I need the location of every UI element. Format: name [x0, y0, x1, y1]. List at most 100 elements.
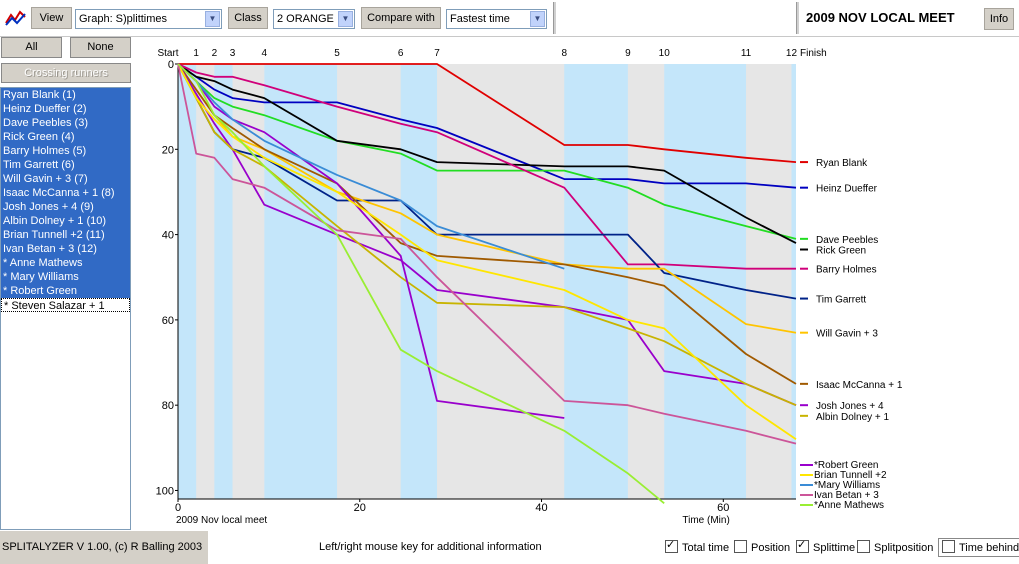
runner-list-item[interactable]: Rick Green (4): [1, 130, 130, 144]
legend-entry: *Mary Williams: [814, 480, 880, 491]
option-splittime[interactable]: Splittime: [796, 538, 856, 555]
end-label[interactable]: Albin Dolney + 1: [816, 412, 890, 423]
split-chart[interactable]: 0 20 40 60 80 100 0 20 40 60 Start 1 2 3 4 5 6 7 8 9 10 11 12 F…: [138, 37, 1019, 531]
legend-entry: Ivan Betan + 3: [814, 490, 879, 501]
control-label: 8: [561, 48, 567, 59]
option-position[interactable]: Position: [734, 540, 790, 555]
x-tick-label: 60: [717, 502, 729, 514]
end-label[interactable]: Heinz Dueffer: [816, 184, 878, 195]
view-select[interactable]: Graph: S)plittimes ▼: [75, 9, 222, 29]
runner-list-item[interactable]: Ivan Betan + 3 (12): [1, 242, 130, 256]
series-line-mary-williams[interactable]: [177, 63, 565, 270]
leg-band: [178, 64, 197, 499]
checkbox-icon[interactable]: [857, 540, 870, 553]
runner-list-item[interactable]: Brian Tunnell +2 (11): [1, 228, 130, 242]
y-tick-label: 0: [168, 59, 174, 71]
y-tick-label: 40: [162, 230, 174, 242]
control-label: 4: [262, 48, 268, 59]
series-line-barry-holmes[interactable]: [177, 63, 796, 270]
y-tick-label: 60: [162, 315, 174, 327]
runner-list-item[interactable]: Josh Jones + 4 (9): [1, 200, 130, 214]
series-line-ryan-blank[interactable]: [178, 63, 797, 163]
option-label: Total time: [682, 542, 730, 554]
leg-band: [791, 64, 796, 499]
series-line-dave-peebles[interactable]: [177, 63, 797, 240]
control-label: 6: [398, 48, 404, 59]
crossing-runners-button[interactable]: Crossing runners: [1, 63, 131, 83]
view-button[interactable]: View: [31, 7, 72, 29]
y-tick-label: 100: [156, 485, 174, 497]
runner-list-item[interactable]: Heinz Dueffer (2): [1, 102, 130, 116]
option-time-behind[interactable]: Time behind: [938, 538, 1019, 557]
checkbox-icon[interactable]: [796, 538, 809, 553]
option-splitposition[interactable]: Splitposition: [857, 540, 933, 555]
series-line-anne-mathews[interactable]: [177, 63, 665, 504]
control-label: 12: [786, 48, 798, 59]
toolbar-separator: [796, 2, 799, 34]
compare-select[interactable]: Fastest time ▼: [446, 9, 547, 29]
end-label[interactable]: Will Gavin + 3: [816, 329, 878, 340]
series-line-heinz-dueffer[interactable]: [177, 63, 797, 189]
series-line-robert-green[interactable]: [177, 63, 565, 419]
series-line-albin-dolney-1[interactable]: [177, 63, 797, 407]
runner-list-item[interactable]: Barry Holmes (5): [1, 144, 130, 158]
end-label[interactable]: Rick Green: [816, 246, 866, 257]
end-label[interactable]: Isaac McCanna + 1: [816, 380, 903, 391]
checkbox-icon[interactable]: [665, 538, 678, 553]
runner-list-item[interactable]: Albin Dolney + 1 (10): [1, 214, 130, 228]
x-axis-label: Time (Min): [682, 515, 729, 526]
control-label: Finish: [800, 48, 827, 59]
runner-list-item[interactable]: Will Gavin + 3 (7): [1, 172, 130, 186]
series-line-ivan-betan-3[interactable]: [177, 63, 797, 445]
end-label[interactable]: Josh Jones + 4: [816, 401, 884, 412]
chevron-down-icon[interactable]: ▼: [338, 11, 353, 27]
x-tick-label: 20: [354, 502, 366, 514]
option-label: Position: [751, 542, 791, 554]
end-label[interactable]: Tim Garrett: [816, 295, 866, 306]
chevron-down-icon[interactable]: ▼: [205, 11, 220, 27]
chevron-down-icon[interactable]: ▼: [530, 11, 545, 27]
version-text: SPLITALYZER V 1.00, (c) R Balling 2003: [0, 531, 208, 564]
compare-button[interactable]: Compare with: [361, 7, 441, 29]
class-select-value: 2 ORANGE: [277, 13, 334, 25]
y-tick-label: 80: [162, 400, 174, 412]
checkbox-icon[interactable]: [942, 540, 955, 553]
end-label[interactable]: Ryan Blank: [816, 158, 868, 169]
leg-band: [564, 64, 628, 499]
option-total-time[interactable]: Total time: [665, 538, 730, 555]
control-label: 10: [659, 48, 671, 59]
end-label[interactable]: Dave Peebles: [816, 235, 878, 246]
class-button[interactable]: Class: [228, 7, 268, 29]
x-tick-label: 40: [535, 502, 547, 514]
select-all-button[interactable]: All: [1, 37, 62, 58]
option-label: Time behind: [959, 542, 1019, 554]
end-label[interactable]: Barry Holmes: [816, 265, 877, 276]
runner-list-item[interactable]: * Steven Salazar + 1: [1, 298, 130, 312]
series-line-brian-tunnell-2[interactable]: [177, 63, 797, 441]
runner-list-item[interactable]: * Anne Mathews: [1, 256, 130, 270]
runner-list-item[interactable]: Isaac McCanna + 1 (8): [1, 186, 130, 200]
app-logo-icon: [5, 9, 27, 30]
series-line-josh-jones-4[interactable]: [177, 63, 797, 407]
class-select[interactable]: 2 ORANGE ▼: [273, 9, 355, 29]
runner-list-item[interactable]: Ryan Blank (1): [1, 88, 130, 102]
info-button[interactable]: Info: [984, 8, 1014, 30]
option-label: Splitposition: [874, 542, 934, 554]
runner-list-item[interactable]: * Mary Williams: [1, 270, 130, 284]
option-label: Splittime: [813, 542, 856, 554]
control-label: 3: [230, 48, 236, 59]
control-label: 5: [334, 48, 340, 59]
hint-text: Left/right mouse key for additional info…: [319, 541, 542, 553]
runner-list[interactable]: Ryan Blank (1) Heinz Dueffer (2) Dave Peeb…: [0, 87, 131, 530]
series-line-rick-green[interactable]: [177, 63, 797, 244]
runner-list-item[interactable]: Tim Garrett (6): [1, 158, 130, 172]
control-label: 2: [212, 48, 218, 59]
runner-list-item[interactable]: * Robert Green: [1, 284, 130, 298]
x-tick-label: 0: [175, 502, 181, 514]
runner-list-item[interactable]: Dave Peebles (3): [1, 116, 130, 130]
select-none-button[interactable]: None: [70, 37, 131, 58]
compare-select-value: Fastest time: [450, 13, 510, 25]
control-label: 11: [741, 48, 752, 59]
checkbox-icon[interactable]: [734, 540, 747, 553]
